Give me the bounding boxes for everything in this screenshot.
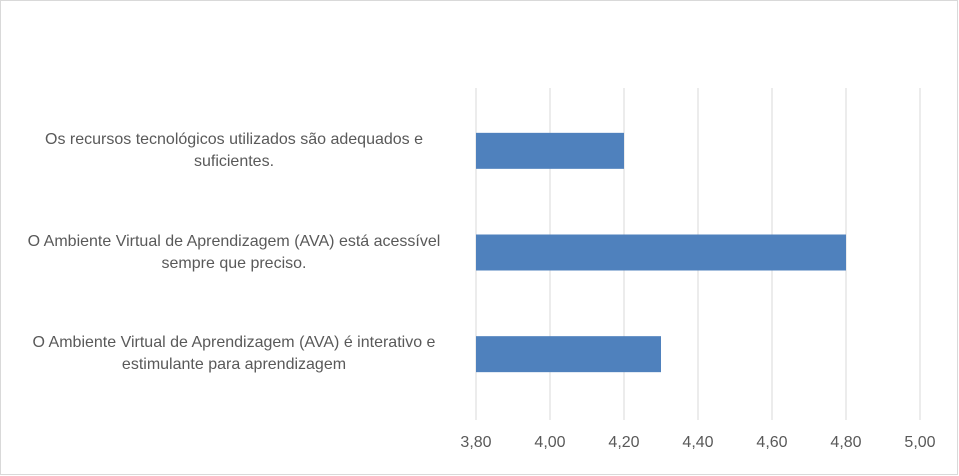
bar [476, 132, 624, 169]
y-tick-label: O Ambiente Virtual de Aprendizagem (AVA)… [32, 334, 436, 374]
x-tick-label: 4,00 [534, 434, 565, 451]
x-tick-label: 3,80 [460, 434, 491, 451]
y-tick-label: Os recursos tecnológicos utilizados são … [45, 130, 423, 170]
bar [476, 234, 846, 271]
x-tick-label: 4,60 [756, 434, 787, 451]
x-tick-label: 4,20 [608, 434, 639, 451]
y-tick-label: O Ambiente Virtual de Aprendizagem (AVA)… [27, 232, 441, 272]
bar [476, 336, 661, 373]
x-tick-label: 4,40 [682, 434, 713, 451]
x-tick-label: 4,80 [830, 434, 861, 451]
x-tick-label: 5,00 [904, 434, 935, 451]
